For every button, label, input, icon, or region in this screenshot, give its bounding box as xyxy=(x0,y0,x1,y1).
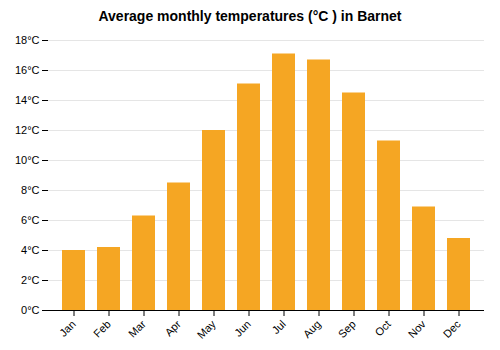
svg-text:Apr: Apr xyxy=(162,318,183,339)
svg-text:6°C: 6°C xyxy=(21,214,40,226)
svg-text:10°C: 10°C xyxy=(15,154,40,166)
svg-text:4°C: 4°C xyxy=(21,244,40,256)
svg-text:Oct: Oct xyxy=(372,318,393,339)
svg-text:18°C: 18°C xyxy=(15,34,40,46)
svg-text:Nov: Nov xyxy=(406,317,429,340)
svg-text:16°C: 16°C xyxy=(15,64,40,76)
html-text:Average monthly temperatures (: Average monthly temperatures (°C ) in Ba… xyxy=(98,8,402,24)
svg-text:Feb: Feb xyxy=(91,318,113,340)
svg-text:Jan: Jan xyxy=(57,318,78,339)
svg-text:12°C: 12°C xyxy=(15,124,40,136)
svg-text:Dec: Dec xyxy=(441,317,464,340)
svg-text:Jul: Jul xyxy=(269,318,287,336)
svg-text:Mar: Mar xyxy=(126,318,148,340)
svg-text:2°C: 2°C xyxy=(21,274,40,286)
svg-text:May: May xyxy=(195,317,219,341)
svg-text:Aug: Aug xyxy=(301,318,323,340)
svg-text:Sep: Sep xyxy=(336,318,358,340)
svg-text:8°C: 8°C xyxy=(21,184,40,196)
svg-text:0°C: 0°C xyxy=(21,304,40,316)
svg-text:14°C: 14°C xyxy=(15,94,40,106)
svg-text:Jun: Jun xyxy=(232,318,253,339)
